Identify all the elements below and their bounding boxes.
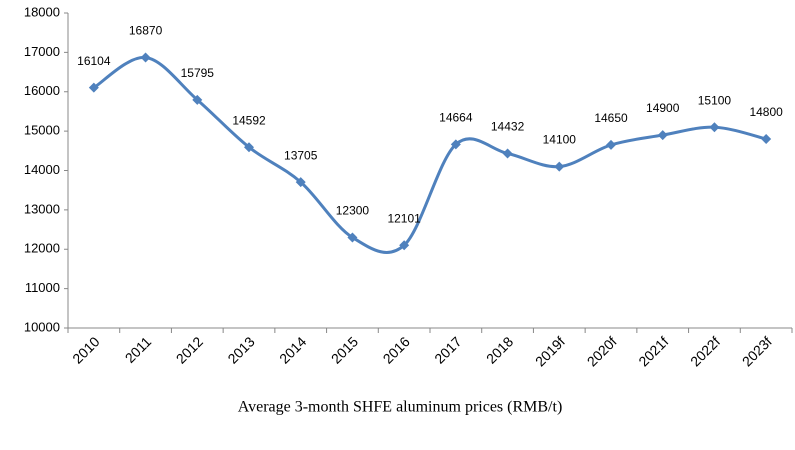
marker — [244, 142, 254, 153]
chart-title: Average 3-month SHFE aluminum prices (RM… — [238, 399, 563, 416]
x-tick-label: 2014 — [276, 333, 309, 366]
data-label: 14592 — [232, 113, 266, 127]
data-label: 14664 — [439, 111, 473, 125]
x-tick-label: 2015 — [328, 333, 361, 366]
y-tick-label: 12000 — [24, 241, 60, 256]
x-tick-label: 2023f — [739, 333, 775, 369]
data-label: 14432 — [491, 120, 525, 134]
y-tick-label: 11000 — [25, 280, 60, 295]
x-tick-label: 2013 — [224, 333, 257, 366]
marker — [657, 130, 668, 141]
line — [93, 55, 767, 254]
data-label: 13705 — [284, 148, 318, 162]
x-tick-label: 2011 — [122, 333, 155, 366]
marker — [761, 134, 772, 144]
marker — [88, 82, 99, 93]
x-tick-label: 2020f — [584, 333, 620, 369]
marker — [606, 139, 616, 150]
y-tick-label: 13000 — [24, 201, 60, 216]
data-label: 14100 — [543, 133, 577, 147]
marker — [554, 161, 565, 172]
data-label: 16870 — [129, 24, 163, 38]
data-label: 15795 — [181, 66, 215, 80]
y-tick-label: 17000 — [24, 44, 60, 59]
marker — [192, 94, 203, 105]
y-tick-label: 15000 — [24, 123, 60, 138]
y-tick-label: 10000 — [24, 319, 60, 334]
marker — [709, 122, 720, 133]
x-tick-label: 2016 — [380, 333, 413, 366]
marker — [450, 139, 461, 150]
marker — [295, 177, 306, 188]
x-tick-label: 2018 — [483, 333, 516, 366]
marker — [347, 232, 358, 243]
data-label: 12300 — [336, 204, 370, 218]
x-tick-label: 2021f — [635, 333, 671, 369]
x-tick-label: 2017 — [431, 333, 464, 366]
y-tick-label: 18000 — [24, 4, 60, 19]
data-label: 16104 — [77, 54, 111, 68]
marker — [140, 52, 151, 63]
data-label: 14800 — [749, 105, 783, 119]
x-tick-label: 2019f — [532, 333, 568, 369]
data-label: 12101 — [387, 211, 421, 225]
data-label: 14650 — [594, 111, 628, 125]
y-tick-label: 16000 — [24, 83, 60, 98]
marker — [502, 148, 513, 159]
y-tick-label: 14000 — [24, 162, 60, 177]
x-tick-label: 2010 — [69, 333, 102, 366]
marker — [399, 240, 410, 251]
x-tick-label: 2012 — [173, 333, 206, 366]
data-label: 15100 — [698, 93, 732, 107]
x-tick-label: 2022f — [687, 333, 723, 369]
data-label: 14900 — [646, 101, 680, 115]
